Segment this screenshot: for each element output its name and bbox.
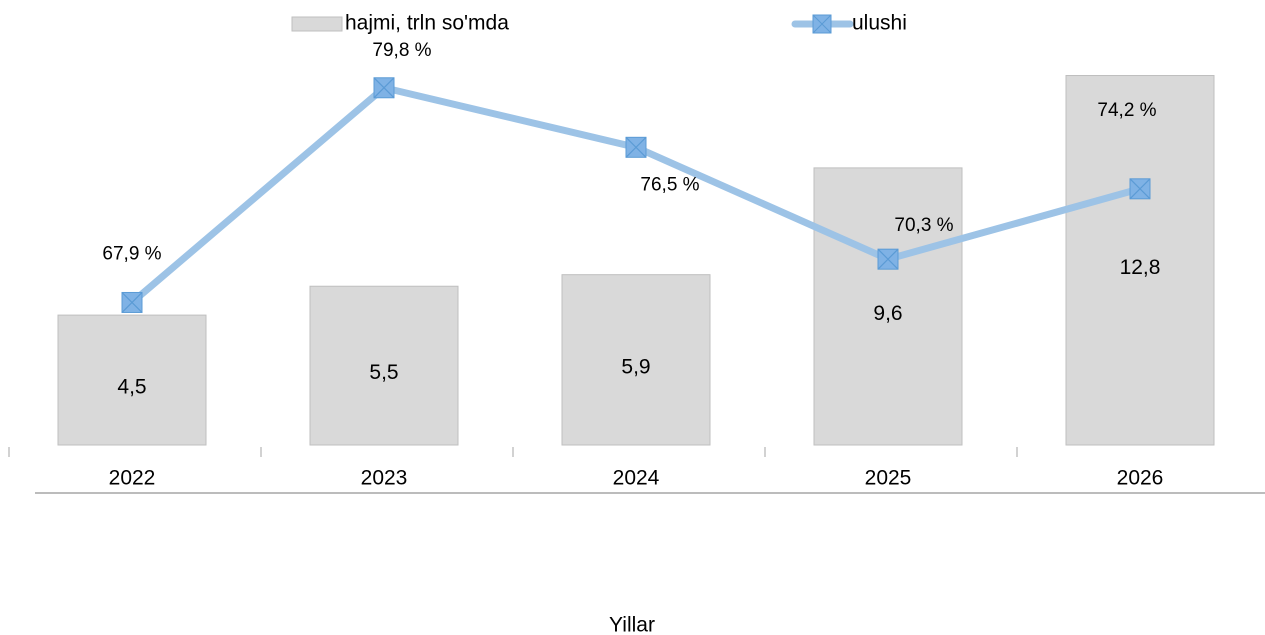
x-axis-title: Yillar <box>609 614 655 635</box>
bar <box>57 314 207 446</box>
line <box>129 84 1141 306</box>
bar <box>561 274 711 446</box>
line-value-label: 74,2 % <box>1097 100 1156 121</box>
legend-marker-cross <box>812 14 832 34</box>
legend-swatch <box>291 16 343 32</box>
x-tick-label: 2022 <box>109 467 156 490</box>
x-tick-label: 2026 <box>1117 467 1164 490</box>
legend-label: ulushi <box>852 12 907 35</box>
bar-value-label: 5,9 <box>621 355 650 378</box>
x-tick-label: 2023 <box>361 467 408 490</box>
marker-cross <box>877 248 899 270</box>
bar <box>1065 75 1215 446</box>
x-tick-label: 2025 <box>865 467 912 490</box>
bar <box>813 167 963 446</box>
bar-value-label: 4,5 <box>117 376 146 399</box>
marker-cross <box>625 136 647 158</box>
bar <box>309 285 459 446</box>
bar-value-label: 12,8 <box>1120 256 1161 279</box>
line-value-label: 70,3 % <box>894 215 953 236</box>
bar-value-label: 9,6 <box>873 302 902 325</box>
marker-cross <box>1129 178 1151 200</box>
marker-cross <box>373 77 395 99</box>
x-tick-label: 2024 <box>613 467 660 490</box>
legend-label: hajmi, trln so'mda <box>345 12 509 35</box>
bar-value-label: 5,5 <box>369 361 398 384</box>
line-value-label: 76,5 % <box>640 174 699 195</box>
line-value-label: 67,9 % <box>102 243 161 264</box>
marker-cross <box>121 292 143 313</box>
line-value-label: 79,8 % <box>372 40 431 61</box>
